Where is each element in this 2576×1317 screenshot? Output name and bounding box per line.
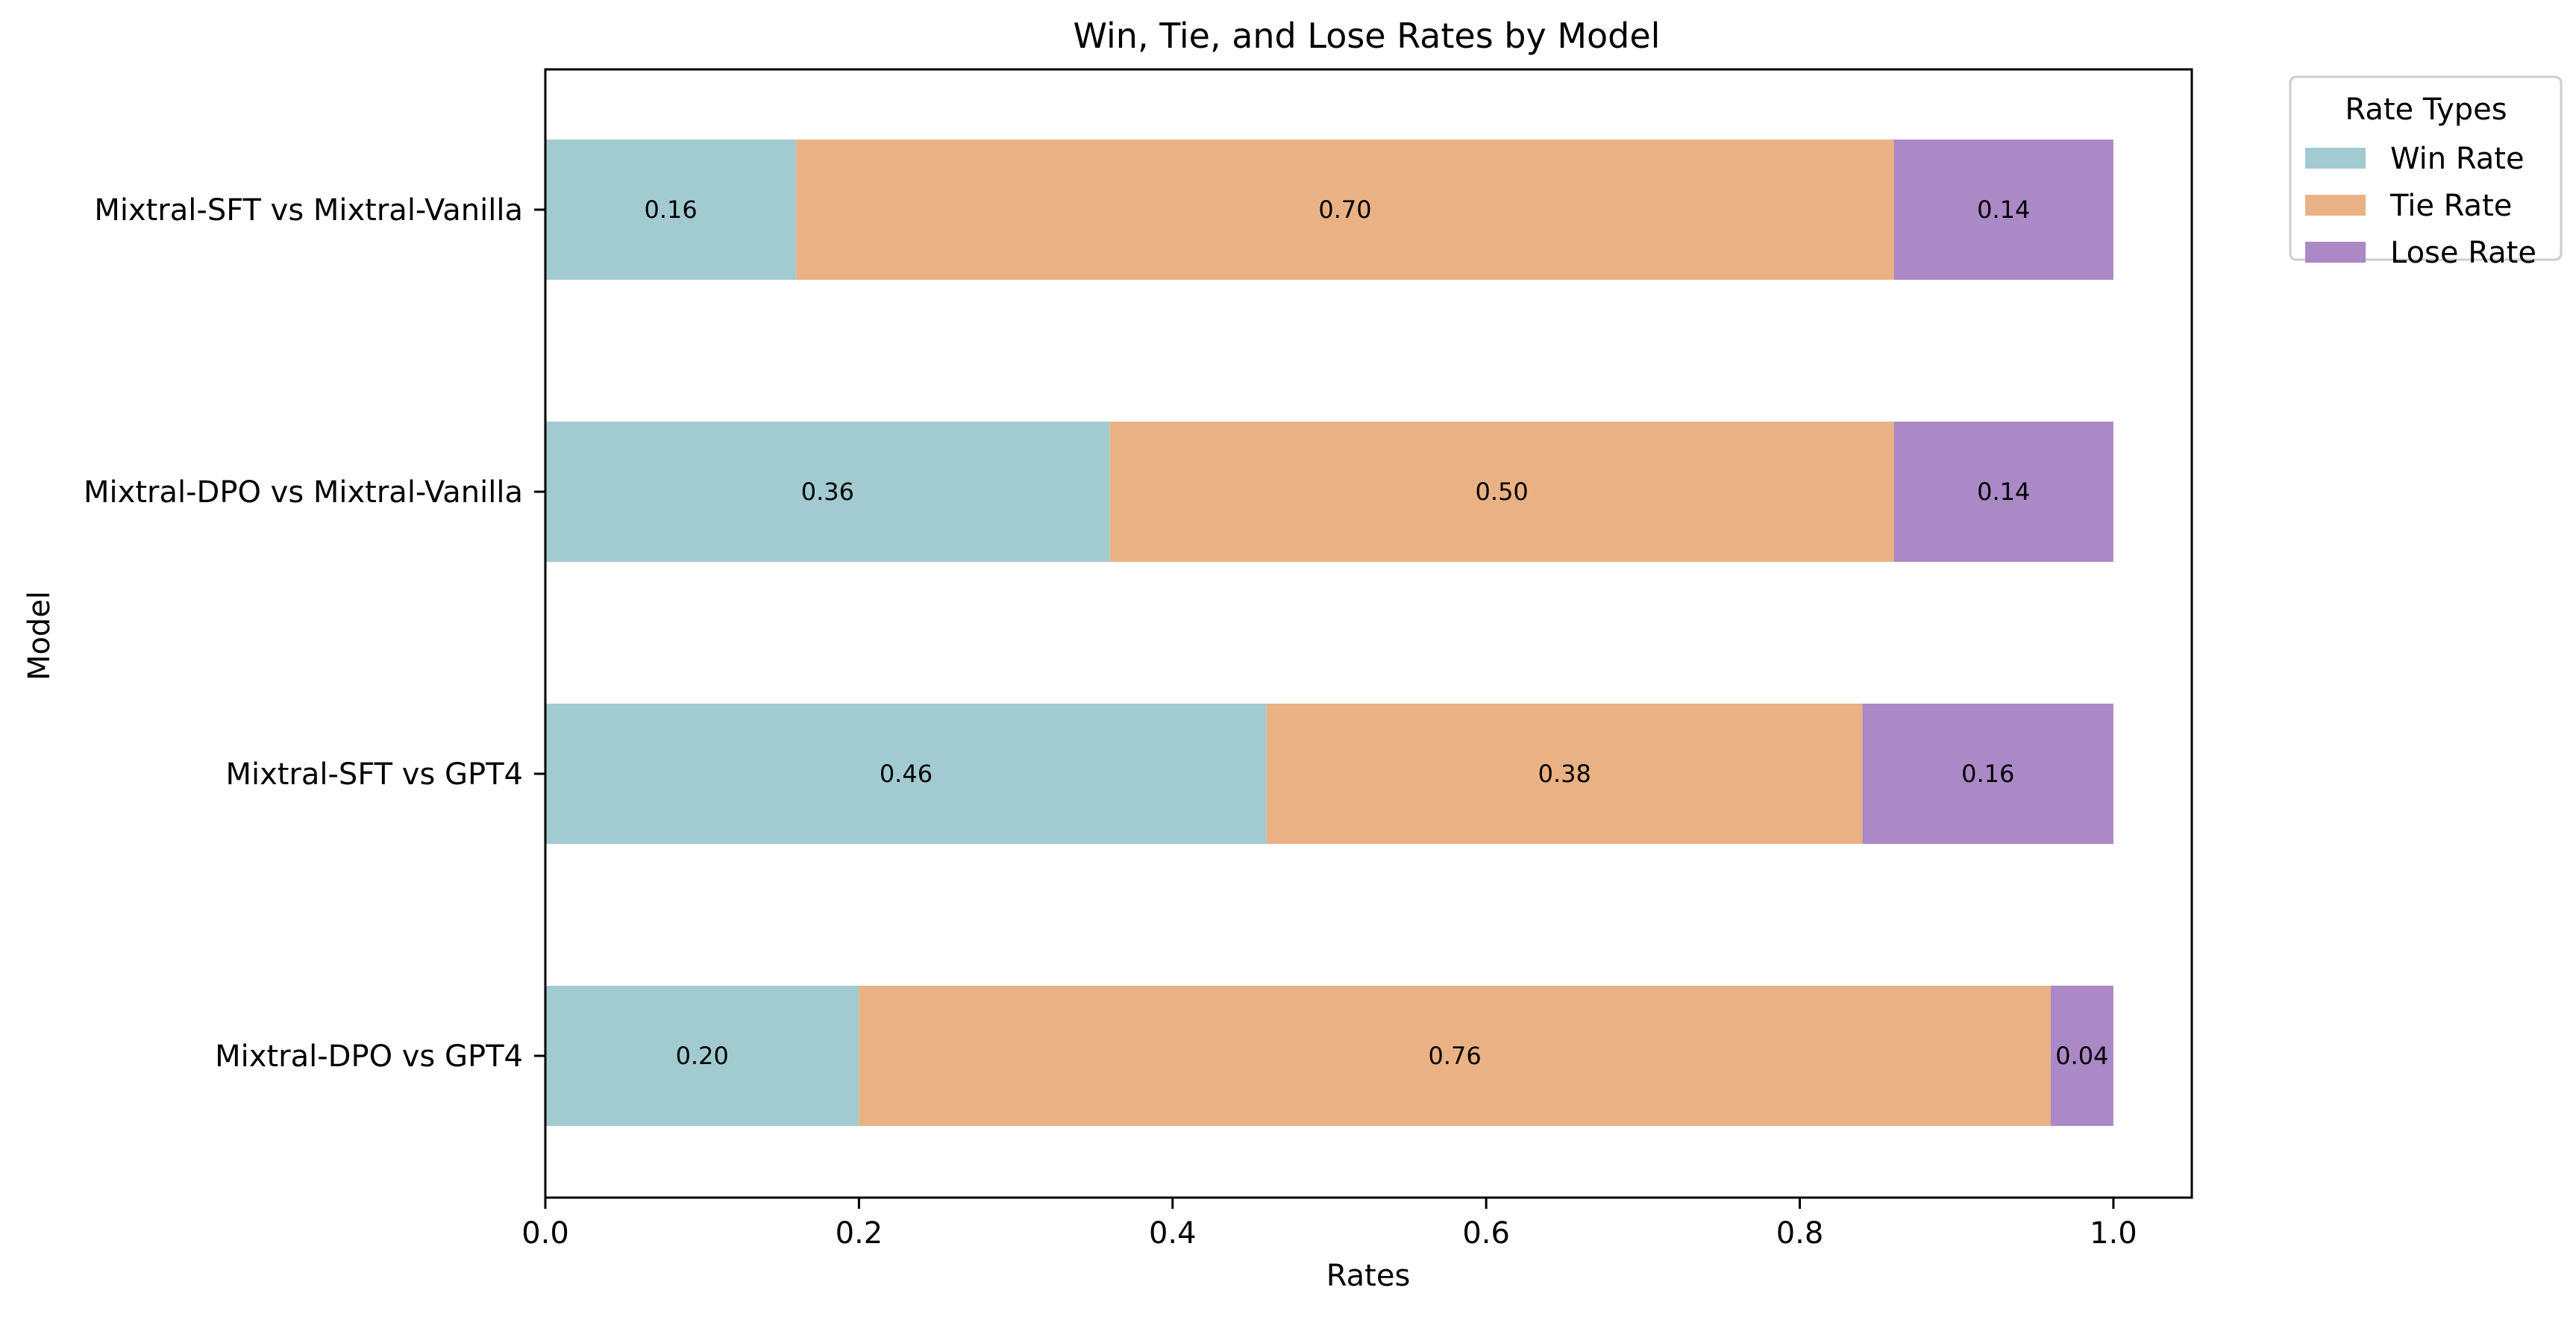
- bar-value-label: 0.04: [2055, 1042, 2108, 1070]
- bar-value-label: 0.20: [676, 1042, 729, 1070]
- bars-layer: [545, 140, 2113, 1126]
- legend-swatch-lose-rate: [2305, 242, 2366, 263]
- bar-value-label: 0.46: [880, 760, 933, 788]
- bar-value-label: 0.36: [801, 478, 854, 506]
- bar-value-label: 0.38: [1538, 760, 1591, 788]
- plot-area-frame: [544, 68, 2193, 1199]
- x-axis-ticks: 0.0 0.2 0.4 0.6 0.8 1.0: [521, 1198, 2137, 1251]
- chart-title: Win, Tie, and Lose Rates by Model: [1074, 16, 1661, 56]
- x-tick-label: 0.2: [836, 1216, 883, 1251]
- x-tick-label: 0.6: [1462, 1216, 1510, 1251]
- x-axis-label: Rates: [1326, 1259, 1411, 1293]
- x-tick-label: 0.4: [1149, 1216, 1197, 1251]
- bar-value-label: 0.70: [1318, 195, 1371, 224]
- bar-value-label: 0.16: [645, 195, 698, 224]
- legend-items: Win Rate Tie Rate Lose Rate: [2305, 142, 2536, 270]
- y-tick-label: Mixtral-DPO vs GPT4: [215, 1039, 523, 1074]
- legend-swatch-win-rate: [2305, 148, 2366, 169]
- bar-tie-rate-2: [1266, 704, 1863, 844]
- bar-lose-rate-2: [1862, 704, 2113, 844]
- y-tick-label: Mixtral-SFT vs Mixtral-Vanilla: [94, 193, 523, 228]
- bar-tie-rate-4: [796, 140, 1894, 280]
- y-tick-label: Mixtral-DPO vs Mixtral-Vanilla: [84, 475, 523, 510]
- bar-value-label: 0.16: [1961, 760, 2014, 788]
- bar-lose-rate-4: [1893, 140, 2113, 280]
- x-tick-label: 0.8: [1776, 1216, 1824, 1251]
- bar-tie-rate-1: [859, 986, 2051, 1126]
- bar-value-label: 0.76: [1428, 1042, 1481, 1070]
- bar-win-rate-3: [545, 422, 1110, 562]
- bar-win-rate-1: [545, 986, 859, 1126]
- legend-label-lose-rate: Lose Rate: [2390, 236, 2536, 270]
- y-tick-label: Mixtral-SFT vs GPT4: [225, 757, 523, 792]
- bar-win-rate-4: [545, 140, 797, 280]
- bar-value-label: 0.14: [1977, 195, 2030, 224]
- bar-value-label: 0.14: [1977, 478, 2030, 506]
- bar-win-rate-2: [545, 704, 1267, 844]
- bar-labels-layer: 0.20 0.76 0.04 0.46 0.38 0.16 0.36 0.50 0.14 0.16…: [645, 195, 2109, 1070]
- legend: Rate Types Win Rate Tie Rate Lose Rate: [2289, 75, 2563, 270]
- x-tick-label: 1.0: [2090, 1216, 2137, 1251]
- legend-label-tie-rate: Tie Rate: [2389, 189, 2512, 223]
- legend-label-win-rate: Win Rate: [2390, 142, 2525, 176]
- y-axis-ticks: Mixtral-DPO vs GPT4 Mixtral-SFT vs GPT4 Mi…: [84, 193, 545, 1074]
- y-axis-label: Model: [22, 591, 57, 681]
- legend-swatch-tie-rate: [2305, 195, 2366, 216]
- x-tick-label: 0.0: [521, 1216, 569, 1251]
- bar-lose-rate-1: [2050, 986, 2113, 1126]
- bar-tie-rate-3: [1109, 422, 1894, 562]
- bar-lose-rate-3: [1893, 422, 2113, 562]
- bar-value-label: 0.50: [1476, 478, 1529, 506]
- legend-title: Rate Types: [2345, 93, 2507, 127]
